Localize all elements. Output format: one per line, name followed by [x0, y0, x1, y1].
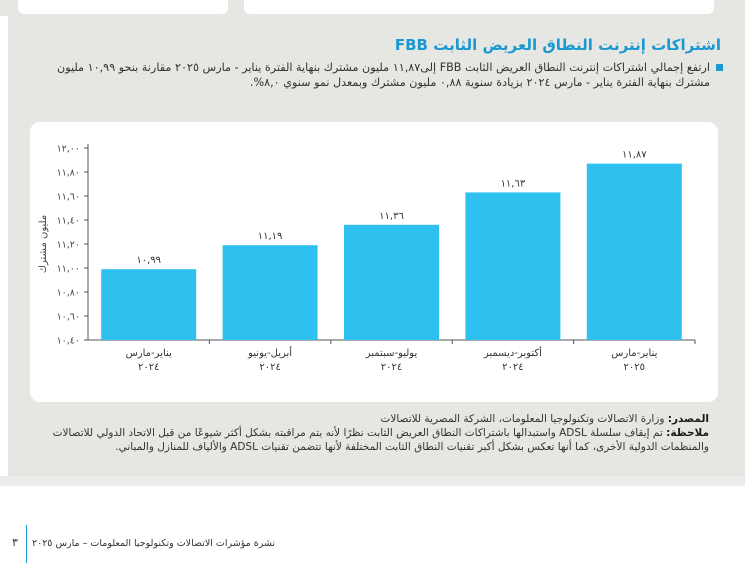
data-label: ١١,١٩: [258, 231, 283, 242]
x-tick-label-year: ٢٠٢٥: [624, 362, 645, 373]
x-tick-label: يناير-مارس: [611, 348, 657, 359]
y-tick-label: ١١,٨٠: [57, 168, 80, 179]
x-tick-label-year: ٢٠٢٤: [381, 362, 402, 373]
data-label: ١١,٨٧: [622, 150, 647, 161]
x-tick-label: أكتوبر-ديسمبر: [483, 346, 542, 359]
page-title: اشتراكات إنترنت النطاق العريض الثابت FBB: [394, 36, 721, 54]
x-tick-label: يناير-مارس: [126, 348, 172, 359]
x-tick-label-year: ٢٠٢٤: [259, 362, 280, 373]
page-number: ٣: [12, 536, 18, 549]
source-text: وزارة الاتصالات وتكنولوجيا المعلومات، ال…: [380, 413, 668, 425]
data-label: ١١,٦٣: [501, 178, 526, 189]
note-text: تم إيقاف سلسلة ADSL واستبدالها باشتراكات…: [52, 427, 709, 453]
y-tick-label: ١٠,٦٠: [57, 312, 80, 323]
data-label: ١٠,٩٩: [136, 255, 161, 266]
x-tick-label-year: ٢٠٢٤: [138, 362, 159, 373]
note-label: ملاحظة:: [666, 427, 709, 439]
panel-shadow: [0, 476, 745, 486]
bar: [101, 269, 197, 340]
bar: [344, 224, 439, 340]
x-tick-label: يوليو-سبتمبر: [365, 348, 418, 359]
x-tick-label-year: ٢٠٢٤: [502, 362, 523, 373]
bar: [465, 192, 561, 340]
y-tick-label: ١١,٠٠: [57, 264, 80, 275]
footer-divider: [26, 525, 27, 563]
data-label: ١١,٣٦: [379, 211, 404, 222]
bar: [222, 245, 318, 340]
y-tick-label: ١٠,٨٠: [57, 288, 80, 299]
x-tick-label: أبريل-يونيو: [247, 346, 292, 359]
bullet-square-icon: [716, 64, 723, 71]
y-axis-title: مليون مشترك: [38, 215, 49, 273]
source-line: المصدر: وزارة الاتصالات وتكنولوجيا المعل…: [19, 412, 709, 426]
top-tab-left: [18, 0, 228, 14]
source-label: المصدر:: [667, 413, 709, 425]
y-tick-label: ١١,٢٠: [57, 240, 80, 251]
y-tick-label: ١٢,٠٠: [57, 144, 80, 155]
footer-publication-title: نشرة مؤشرات الاتصالات وتكنولوجيا المعلوم…: [32, 538, 276, 549]
chart-card: ١٠,٤٠ ١٠,٦٠ ١٠,٨٠ ١١,٠٠ ١١,٢٠ ١١,٤٠ ١١,٦٠ ١١,٨٠…: [30, 122, 718, 402]
y-tick-label: ١١,٦٠: [57, 192, 80, 203]
bar: [586, 163, 682, 340]
y-tick-label: ١١,٤٠: [57, 216, 80, 227]
bar-chart: ١٠,٤٠ ١٠,٦٠ ١٠,٨٠ ١١,٠٠ ١١,٢٠ ١١,٤٠ ١١,٦٠ ١١,٨٠…: [38, 144, 696, 373]
summary-bullet: ارتفع إجمالي اشتراكات إنترنت النطاق العر…: [33, 60, 723, 90]
top-tab-right: [244, 0, 714, 14]
y-tick-label: ١٠,٤٠: [57, 336, 80, 347]
notes-block: المصدر: وزارة الاتصالات وتكنولوجيا المعل…: [19, 412, 709, 454]
note-line: ملاحظة: تم إيقاف سلسلة ADSL واستبدالها ب…: [19, 426, 709, 454]
summary-text: ارتفع إجمالي اشتراكات إنترنت النطاق العر…: [56, 61, 710, 89]
